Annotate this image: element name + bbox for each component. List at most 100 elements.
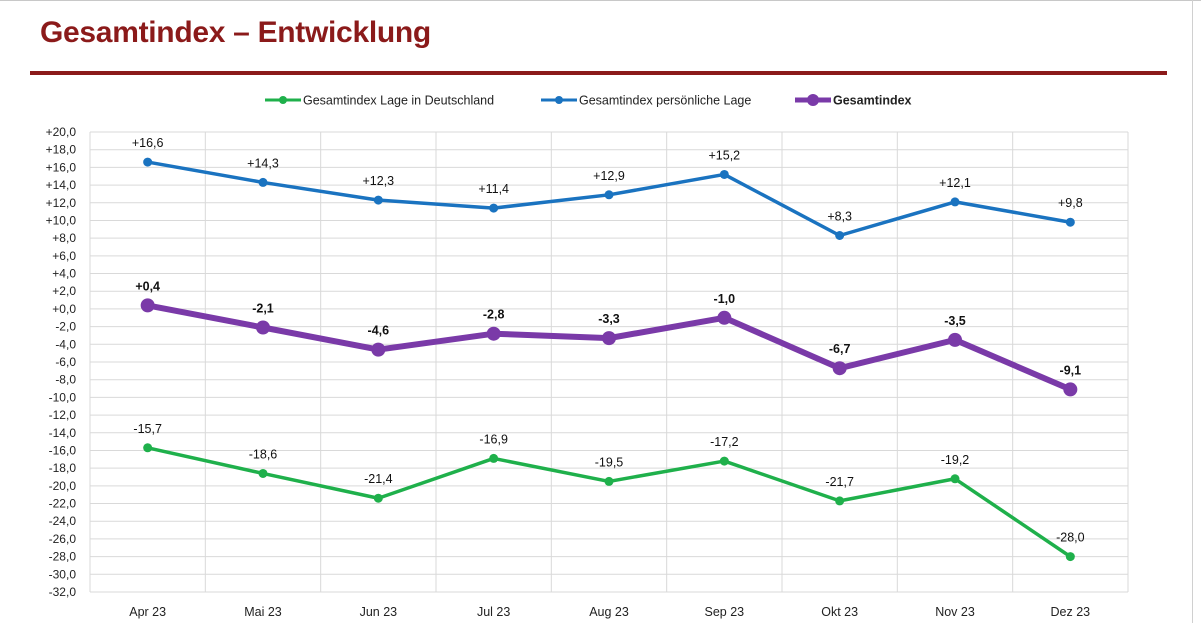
data-point (832, 361, 847, 376)
data-label: -2,1 (252, 302, 274, 316)
y-tick-label: +2,0 (52, 284, 76, 298)
data-point (489, 453, 499, 463)
data-label: -19,5 (595, 455, 624, 469)
data-point (604, 476, 614, 486)
y-tick-label: -20,0 (49, 479, 77, 493)
data-label: -19,2 (941, 453, 970, 467)
x-tick-label: Nov 23 (935, 605, 975, 619)
data-point (371, 342, 386, 357)
data-point (1065, 552, 1075, 562)
data-point (604, 190, 614, 200)
x-tick-label: Mai 23 (244, 605, 282, 619)
data-label: +16,6 (132, 136, 164, 150)
y-tick-label: -10,0 (49, 390, 77, 404)
x-tick-label: Jul 23 (477, 605, 510, 619)
y-tick-label: -6,0 (55, 355, 76, 369)
y-tick-label: +4,0 (52, 267, 76, 281)
y-tick-label: +14,0 (46, 178, 77, 192)
x-tick-label: Sep 23 (705, 605, 745, 619)
data-label: -3,5 (944, 314, 966, 328)
legend-marker-1 (555, 96, 563, 104)
data-point (143, 443, 153, 453)
data-point (602, 331, 616, 346)
y-tick-label: -14,0 (49, 426, 77, 440)
data-point (489, 203, 499, 213)
data-label: -21,7 (825, 475, 854, 489)
x-tick-label: Jun 23 (360, 605, 398, 619)
data-point (950, 474, 960, 484)
y-tick-label: -26,0 (49, 532, 77, 546)
data-point (719, 456, 729, 466)
data-label: -2,8 (483, 308, 505, 322)
y-tick-label: -2,0 (55, 320, 76, 334)
y-tick-label: -28,0 (49, 550, 77, 564)
data-label: +9,8 (1058, 196, 1083, 210)
y-tick-label: +10,0 (46, 213, 77, 227)
data-label: +12,9 (593, 169, 625, 183)
data-label: +12,1 (939, 176, 971, 190)
y-tick-label: +18,0 (46, 143, 77, 157)
data-label: -4,6 (368, 324, 390, 338)
data-point (258, 177, 268, 187)
data-point (143, 157, 153, 167)
x-tick-label: Okt 23 (821, 605, 858, 619)
data-point (373, 493, 383, 503)
data-label: -15,7 (133, 422, 162, 436)
y-tick-label: -24,0 (49, 514, 77, 528)
data-label: -1,0 (714, 292, 736, 306)
data-point (373, 195, 383, 205)
y-tick-label: +12,0 (46, 196, 77, 210)
legend-entry: Gesamtindex persönliche Lage (579, 94, 751, 108)
top-border (0, 0, 1201, 1)
data-label: +15,2 (709, 148, 741, 162)
y-tick-label: -18,0 (49, 461, 77, 475)
data-label: +14,3 (247, 156, 279, 170)
y-tick-label: +6,0 (52, 249, 76, 263)
y-tick-label: +0,0 (52, 302, 76, 316)
legend-entry: Gesamtindex Lage in Deutschland (303, 94, 494, 108)
data-point (719, 169, 729, 179)
data-point (717, 310, 732, 325)
y-tick-label: -8,0 (55, 373, 76, 387)
data-label: +11,4 (478, 182, 509, 196)
title-divider (30, 71, 1167, 75)
data-label: -9,1 (1060, 363, 1082, 377)
y-tick-label: -30,0 (49, 567, 77, 581)
data-point (258, 468, 268, 478)
y-tick-label: -12,0 (49, 408, 77, 422)
data-point (486, 326, 501, 341)
data-point (1063, 382, 1078, 397)
y-tick-label: -32,0 (49, 585, 77, 599)
data-point (948, 332, 962, 347)
page-title: Gesamtindex – Entwicklung (40, 16, 431, 49)
right-border (1192, 0, 1193, 623)
data-point (950, 197, 960, 207)
y-tick-label: +8,0 (52, 231, 76, 245)
legend-marker-0 (279, 96, 287, 104)
data-point (1065, 217, 1075, 227)
data-point (140, 298, 155, 313)
data-label: -6,7 (829, 342, 851, 356)
data-label: -17,2 (710, 435, 739, 449)
data-point (256, 320, 270, 335)
data-label: -28,0 (1056, 531, 1085, 545)
y-tick-label: -22,0 (49, 497, 77, 511)
data-label: -3,3 (598, 312, 620, 326)
x-tick-label: Dez 23 (1051, 605, 1091, 619)
data-point (835, 231, 845, 240)
x-tick-label: Aug 23 (589, 605, 629, 619)
data-label: -18,6 (249, 447, 278, 461)
y-tick-label: -4,0 (55, 337, 76, 351)
legend-entry: Gesamtindex (833, 94, 912, 108)
x-tick-label: Apr 23 (129, 605, 166, 619)
data-point (835, 496, 845, 506)
data-label: -16,9 (479, 432, 508, 446)
data-label: +8,3 (827, 210, 852, 224)
data-label: +12,3 (363, 174, 395, 188)
y-tick-label: -16,0 (49, 443, 77, 457)
y-tick-label: +16,0 (46, 160, 77, 174)
data-label: +0,4 (135, 279, 160, 293)
y-tick-label: +20,0 (46, 125, 77, 139)
data-label: -21,4 (364, 472, 393, 486)
